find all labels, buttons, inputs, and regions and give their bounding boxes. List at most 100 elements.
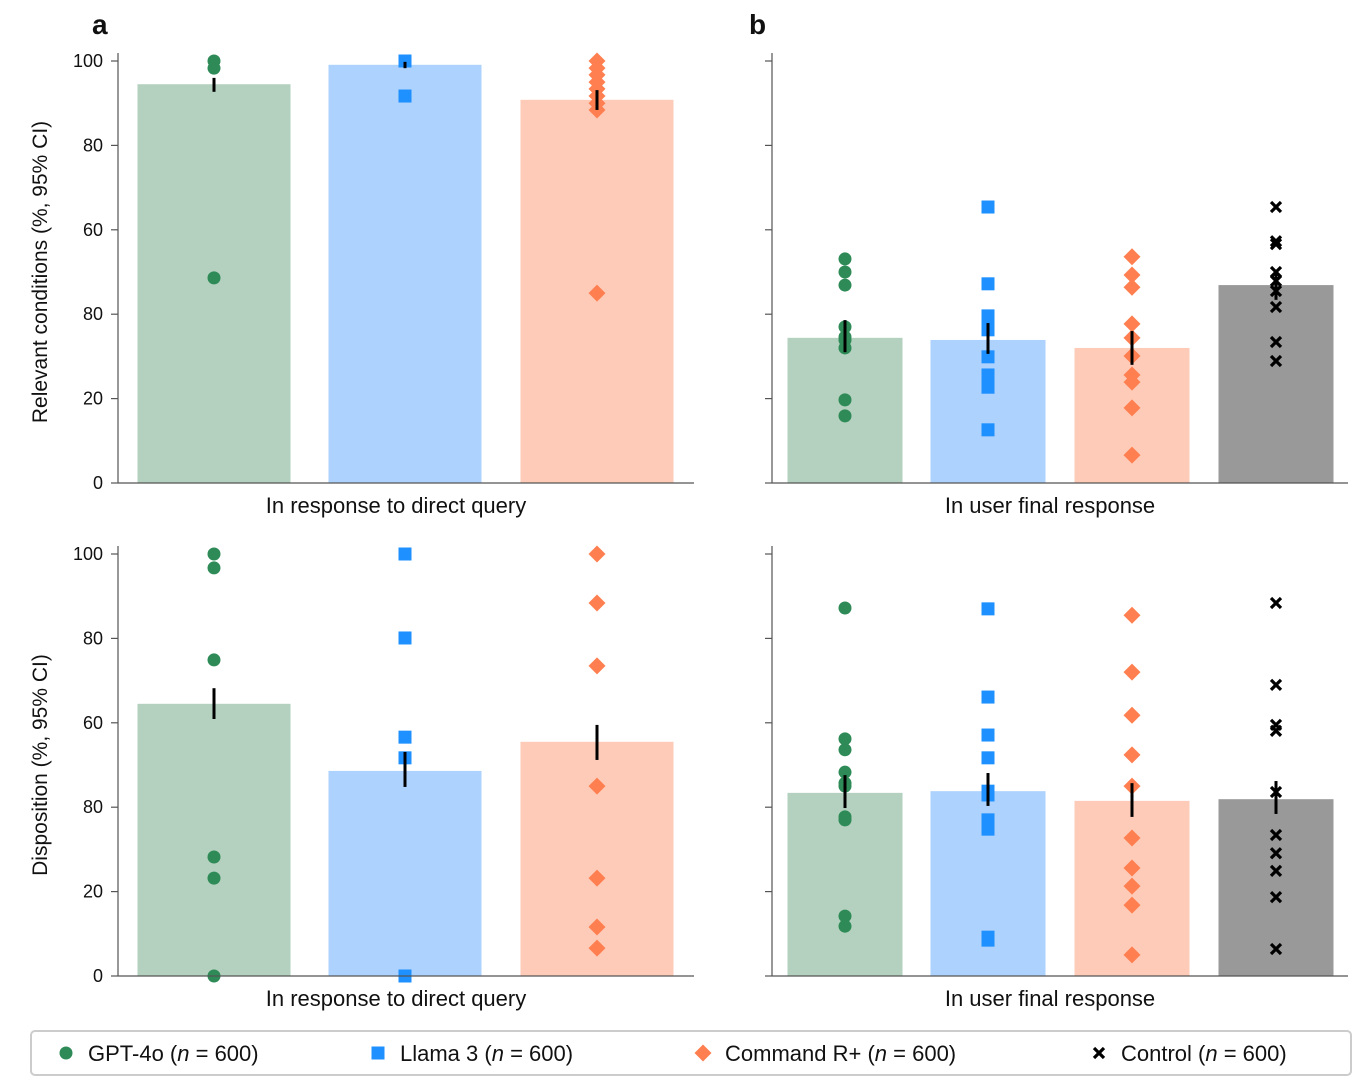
y-tick-label: 0 (93, 473, 103, 493)
point-control (1269, 942, 1283, 956)
point-gpt (838, 743, 852, 757)
bar-llama (328, 770, 482, 976)
point-command (588, 869, 606, 887)
y-tick-label: 60 (83, 713, 103, 733)
x-axis-label: In user final response (945, 493, 1155, 518)
bar-control (1218, 285, 1334, 483)
point-gpt (207, 271, 221, 285)
legend-label: GPT-4o (n = 600) (88, 1041, 259, 1066)
point-control (1269, 354, 1283, 368)
point-gpt (838, 909, 852, 923)
point-command (1123, 248, 1141, 266)
point-llama (981, 690, 995, 704)
chart-a-row1: 0 20 80 60 80 100 In response to direct query D… (29, 544, 694, 1011)
point-control (1269, 828, 1283, 842)
point-llama (398, 547, 412, 561)
legend-n: n (1205, 1041, 1217, 1066)
y-tick-label: 80 (83, 135, 103, 155)
point-control (1269, 235, 1283, 248)
panel-label-b: b (749, 9, 766, 40)
x-axis-label: In user final response (945, 986, 1155, 1011)
point-gpt (838, 252, 852, 266)
legend: GPT-4o (n = 600) Llama 3 (n = 600) Command… (30, 1030, 1352, 1076)
point-gpt (207, 547, 221, 561)
point-command (1123, 859, 1141, 877)
legend-text: GPT-4o ( (88, 1041, 178, 1066)
point-command (1123, 896, 1141, 914)
point-command (1123, 606, 1141, 624)
y-tick-label: 0 (93, 966, 103, 986)
legend-label: Llama 3 (n = 600) (400, 1041, 573, 1066)
point-command (1123, 877, 1141, 895)
legend-n: n (492, 1041, 504, 1066)
point-command (1123, 706, 1141, 724)
point-command (588, 284, 606, 302)
legend-item-control: Control (n = 600) (1092, 1041, 1287, 1066)
point-command (1123, 663, 1141, 681)
chart-b-row1: In user final response (765, 546, 1348, 1011)
point-llama (398, 89, 412, 103)
legend-marker-llama (371, 1046, 385, 1060)
legend-item-command: Command R+ (n = 600) (694, 1041, 956, 1066)
legend-label: Control (n = 600) (1121, 1041, 1287, 1066)
legend-text: Control ( (1121, 1041, 1206, 1066)
point-gpt (207, 61, 221, 75)
point-llama (981, 277, 995, 291)
legend-count: = 600) (887, 1041, 956, 1066)
legend-box (30, 1030, 1352, 1076)
point-gpt (838, 409, 852, 423)
legend-n: n (875, 1041, 887, 1066)
chart-b-row0: In user final response (765, 53, 1348, 518)
point-command (1123, 315, 1141, 333)
y-tick-label: 20 (83, 389, 103, 409)
legend-label: Command R+ (n = 600) (725, 1041, 956, 1066)
point-gpt (838, 278, 852, 292)
point-gpt (207, 653, 221, 667)
point-llama (981, 728, 995, 742)
point-command (1123, 446, 1141, 464)
point-command (588, 918, 606, 936)
point-llama (981, 200, 995, 214)
y-tick-label: 80 (83, 304, 103, 324)
point-command (588, 777, 606, 795)
x-axis-label: In response to direct query (266, 986, 526, 1011)
point-control (1269, 864, 1283, 878)
y-axis-label: Relevant conditions (%, 95% CI) (29, 121, 52, 423)
point-command (1123, 266, 1141, 284)
point-command (1123, 399, 1141, 417)
point-gpt (207, 871, 221, 885)
point-control (1269, 678, 1283, 691)
point-gpt (838, 813, 852, 827)
point-gpt (207, 561, 221, 575)
bar-llama (328, 64, 482, 483)
legend-text: Command R+ ( (725, 1041, 875, 1066)
point-control (1269, 724, 1283, 737)
legend-marker-command (694, 1044, 712, 1062)
legend-count: = 600) (1218, 1041, 1287, 1066)
point-llama (398, 631, 412, 645)
point-control (1269, 596, 1283, 610)
legend-marker-gpt (59, 1046, 73, 1060)
bar-control (1218, 799, 1334, 976)
point-gpt (838, 265, 852, 279)
y-axis-label: Disposition (%, 95% CI) (29, 654, 52, 876)
y-tick-label: 60 (83, 220, 103, 240)
legend-item-llama: Llama 3 (n = 600) (371, 1041, 573, 1066)
x-axis-label: In response to direct query (266, 493, 526, 518)
point-command (1123, 746, 1141, 764)
chart-a-row0: 0 20 80 60 80 100 In response to direct query R… (29, 51, 694, 518)
point-control (1269, 200, 1283, 214)
point-command (1123, 373, 1141, 391)
panel-label-a: a (92, 9, 108, 40)
point-gpt (838, 765, 852, 779)
point-control (1269, 300, 1283, 314)
y-tick-label: 100 (73, 51, 103, 71)
y-tick-label: 80 (83, 797, 103, 817)
point-llama (981, 423, 995, 437)
legend-item-gpt: GPT-4o (n = 600) (59, 1041, 259, 1066)
bar-llama (930, 339, 1046, 483)
point-command (1123, 946, 1141, 964)
y-tick-label: 80 (83, 628, 103, 648)
point-llama (981, 380, 995, 394)
